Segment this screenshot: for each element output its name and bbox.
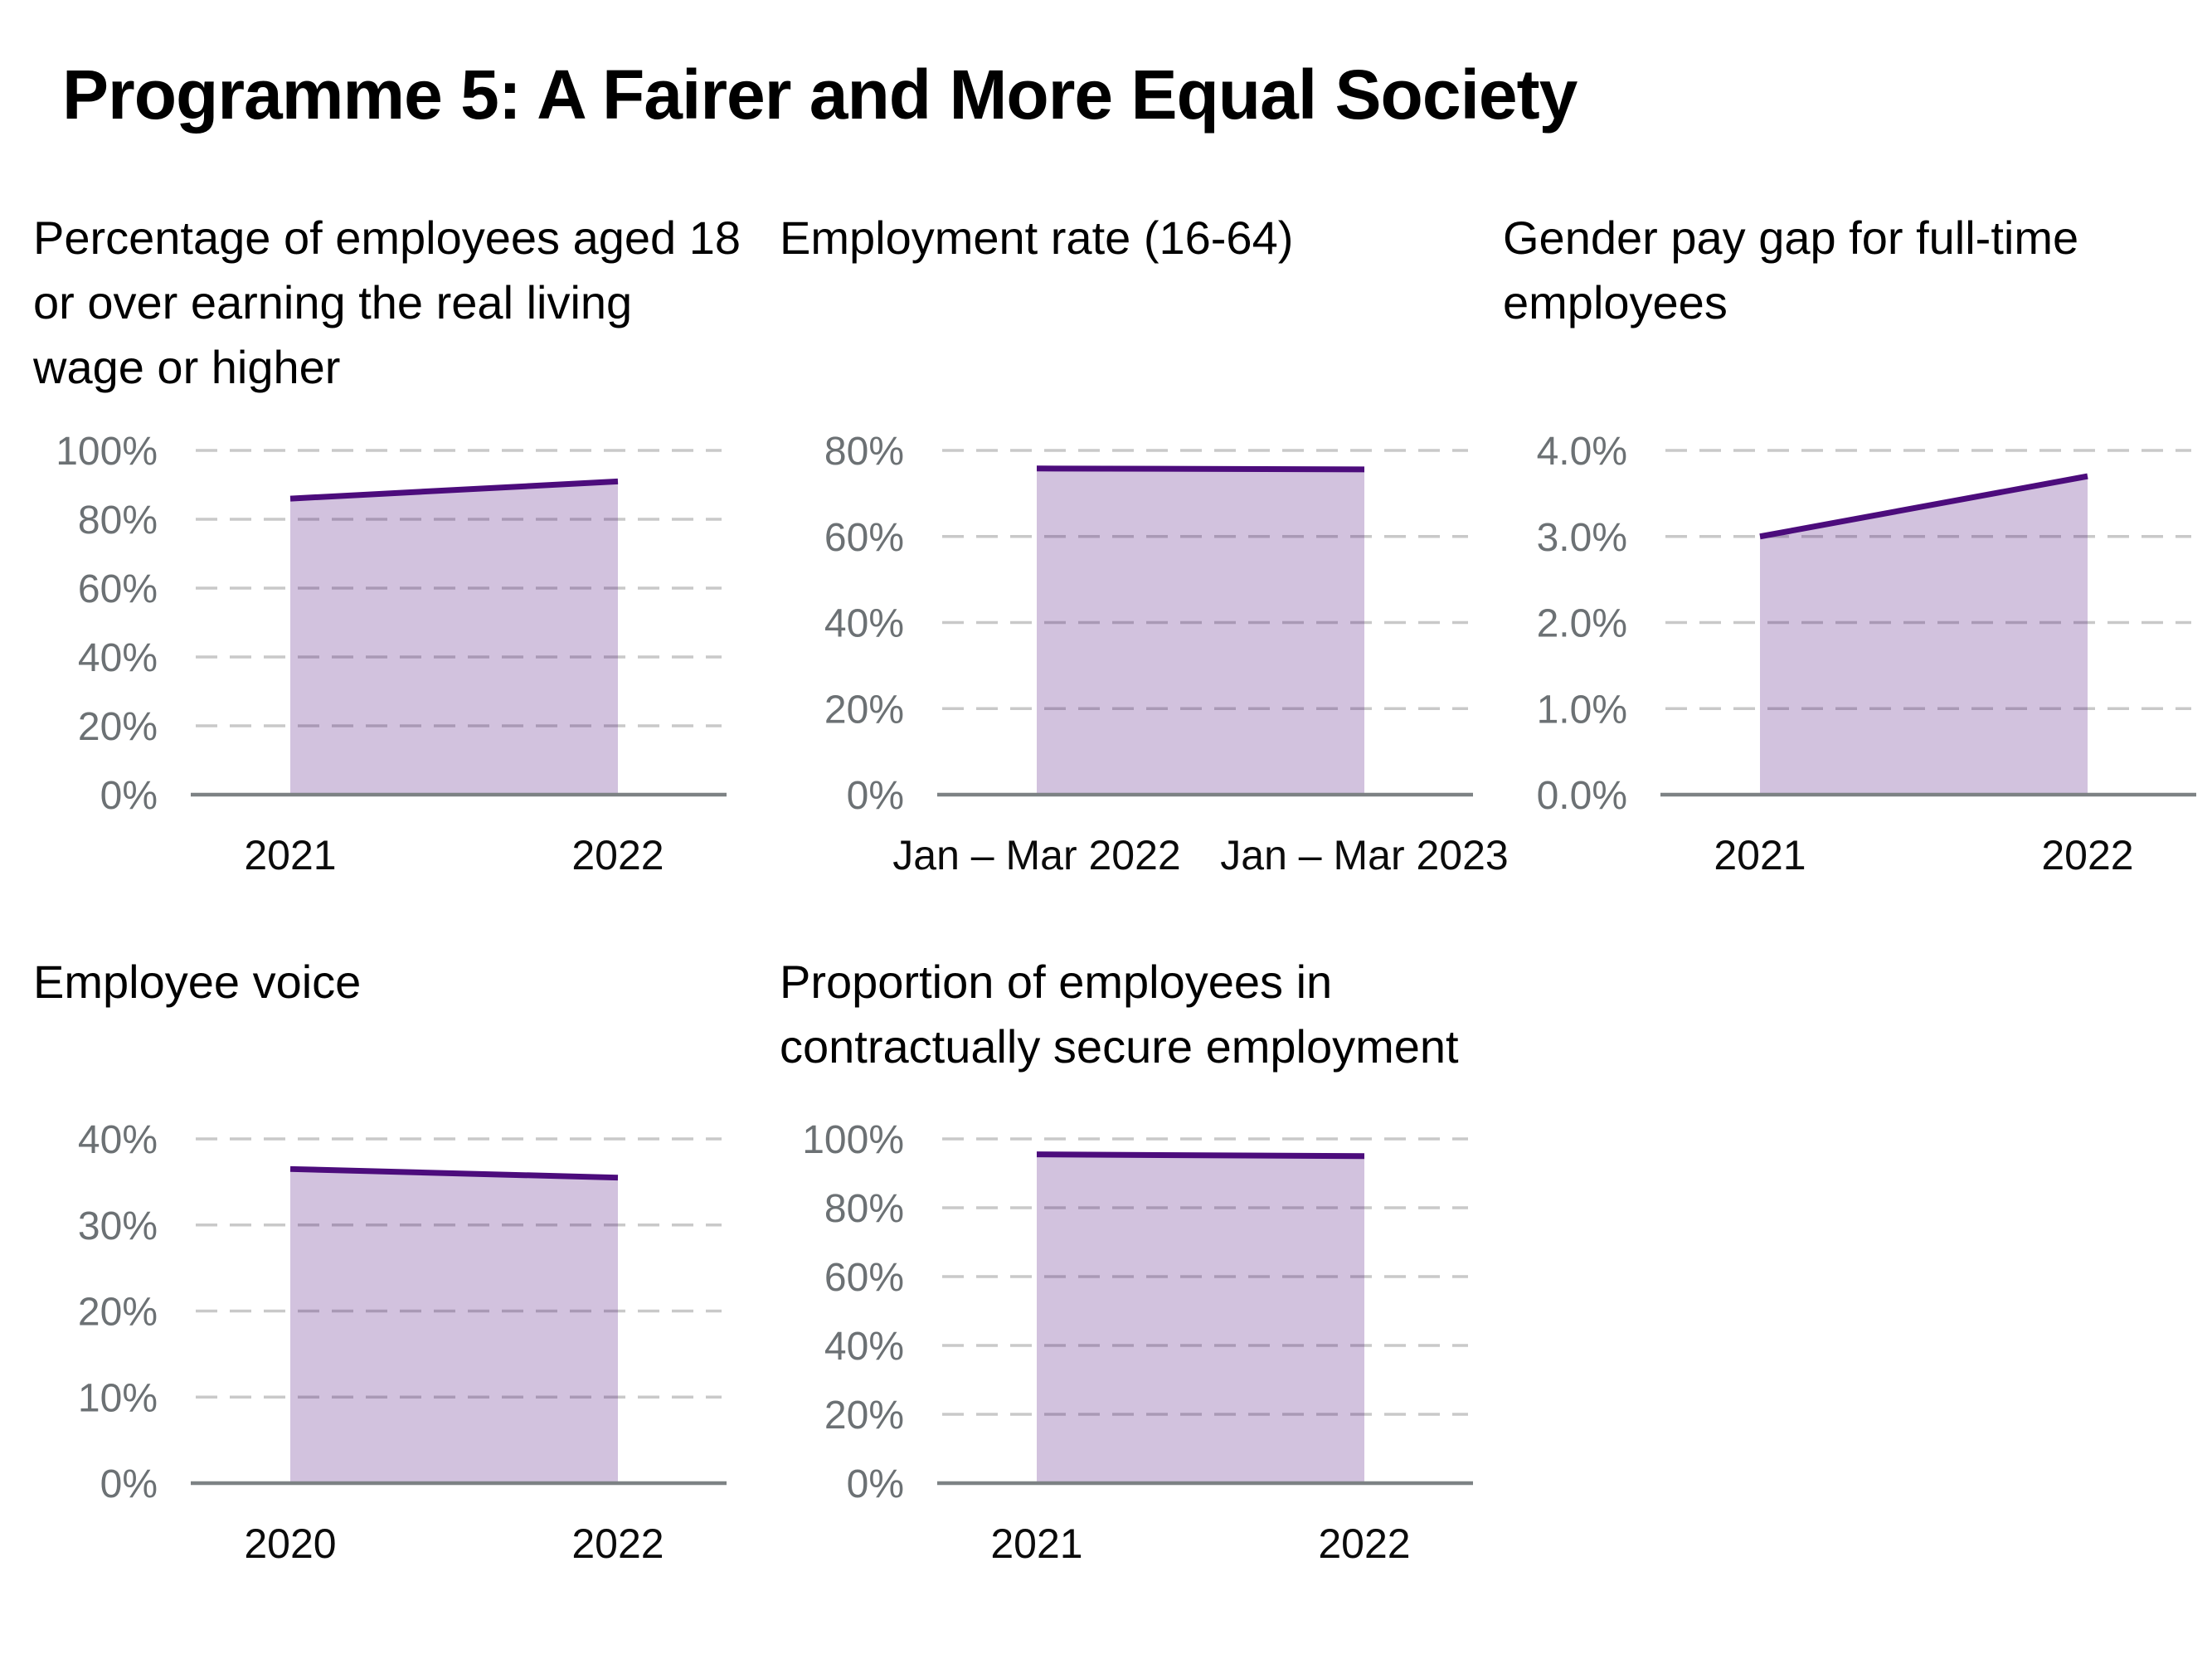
x-label-2020: 2020 bbox=[244, 1520, 336, 1567]
x-label-2021: 2021 bbox=[244, 832, 336, 878]
y-tick-label-40%: 40% bbox=[78, 636, 158, 680]
y-tick-label-80%: 80% bbox=[824, 430, 904, 474]
y-tick-label-0%: 0% bbox=[847, 1462, 904, 1506]
employee-voice-plot: 40% 30% 20% 10% 0% 2020 2022 bbox=[78, 1118, 727, 1567]
chart-gender-pay-gap: Gender pay gap for full-time employees 4… bbox=[1503, 206, 2212, 888]
y-tick-label-2.0%: 2.0% bbox=[1537, 602, 1627, 646]
chart-title-employee-voice: Employee voice bbox=[33, 956, 362, 1008]
y-tick-label-20%: 20% bbox=[824, 688, 904, 732]
y-tick-label-40%: 40% bbox=[824, 1325, 904, 1369]
y-tick-label-4.0%: 4.0% bbox=[1537, 430, 1627, 474]
trend-line bbox=[1759, 473, 2088, 540]
y-tick-label-60%: 60% bbox=[78, 567, 158, 611]
y-tick-label-3.0%: 3.0% bbox=[1537, 516, 1627, 560]
area-fill bbox=[290, 1169, 618, 1483]
page-title: Programme 5: A Fairer and More Equal Soc… bbox=[62, 56, 1578, 134]
y-tick-label-40%: 40% bbox=[824, 602, 904, 646]
x-label-2021: 2021 bbox=[1714, 832, 1806, 878]
y-tick-label-100%: 100% bbox=[802, 1118, 904, 1162]
x-label-Jan – Mar 2022: Jan – Mar 2022 bbox=[892, 832, 1180, 878]
y-tick-label-20%: 20% bbox=[824, 1394, 904, 1438]
area-fill bbox=[290, 481, 618, 795]
living-wage-plot: 100% 80% 60% 40% 20% 0% 2021 2022 bbox=[56, 430, 727, 878]
y-tick-label-60%: 60% bbox=[824, 1256, 904, 1300]
x-label-2022: 2022 bbox=[2041, 832, 2133, 878]
y-tick-label-30%: 30% bbox=[78, 1204, 158, 1248]
y-tick-label-0%: 0% bbox=[847, 774, 904, 818]
y-tick-label-20%: 20% bbox=[78, 1291, 158, 1335]
chart-employee-voice: Employee voice 40% 30% 20% 10% 0% 2020 2022 bbox=[33, 950, 746, 1584]
trend-line bbox=[1036, 1151, 1365, 1160]
y-tick-label-20%: 20% bbox=[78, 705, 158, 749]
x-label-2022: 2022 bbox=[571, 832, 664, 878]
trend-line bbox=[289, 1165, 619, 1181]
chart-employment-rate: Employment rate (16-64) 80% 60% 40% 20% 0% Ja… bbox=[780, 206, 1509, 888]
area-fill bbox=[1760, 476, 2088, 795]
chart-title-living-wage: Percentage of employees aged 18 or over … bbox=[33, 212, 741, 393]
chart-title-employment-rate: Employment rate (16-64) bbox=[780, 212, 1294, 264]
gender-pay-gap-plot: 4.0% 3.0% 2.0% 1.0% 0.0% 2021 2022 bbox=[1537, 430, 2196, 878]
y-tick-label-1.0%: 1.0% bbox=[1537, 688, 1627, 732]
chart-living-wage: Percentage of employees aged 18 or over … bbox=[33, 206, 746, 888]
chart-secure-employment: Proportion of employees in contractually… bbox=[780, 950, 1493, 1584]
chart-title-secure-employment: Proportion of employees in contractually… bbox=[780, 956, 1459, 1073]
y-tick-label-0.0%: 0.0% bbox=[1537, 774, 1627, 818]
y-tick-label-60%: 60% bbox=[824, 516, 904, 560]
chart-title-gender-pay-gap: Gender pay gap for full-time employees bbox=[1503, 212, 2079, 328]
trend-line bbox=[289, 478, 619, 502]
x-label-Jan – Mar 2023: Jan – Mar 2023 bbox=[1220, 832, 1508, 878]
area-fill bbox=[1037, 1154, 1364, 1483]
y-tick-label-80%: 80% bbox=[824, 1187, 904, 1231]
x-label-2022: 2022 bbox=[1318, 1520, 1410, 1567]
y-tick-label-80%: 80% bbox=[78, 499, 158, 542]
y-tick-label-100%: 100% bbox=[56, 430, 158, 474]
y-tick-label-10%: 10% bbox=[78, 1376, 158, 1420]
x-label-2022: 2022 bbox=[571, 1520, 664, 1567]
y-tick-label-40%: 40% bbox=[78, 1118, 158, 1162]
x-label-2021: 2021 bbox=[990, 1520, 1082, 1567]
y-tick-label-0%: 0% bbox=[100, 1462, 158, 1506]
y-tick-label-0%: 0% bbox=[100, 774, 158, 818]
employment-rate-plot: 80% 60% 40% 20% 0% Jan – Mar 2022 Jan – Mar 20… bbox=[824, 430, 1509, 878]
area-fill bbox=[1037, 468, 1364, 795]
secure-employment-plot: 100% 80% 60% 40% 20% 0% 2021 2022 bbox=[802, 1118, 1473, 1567]
